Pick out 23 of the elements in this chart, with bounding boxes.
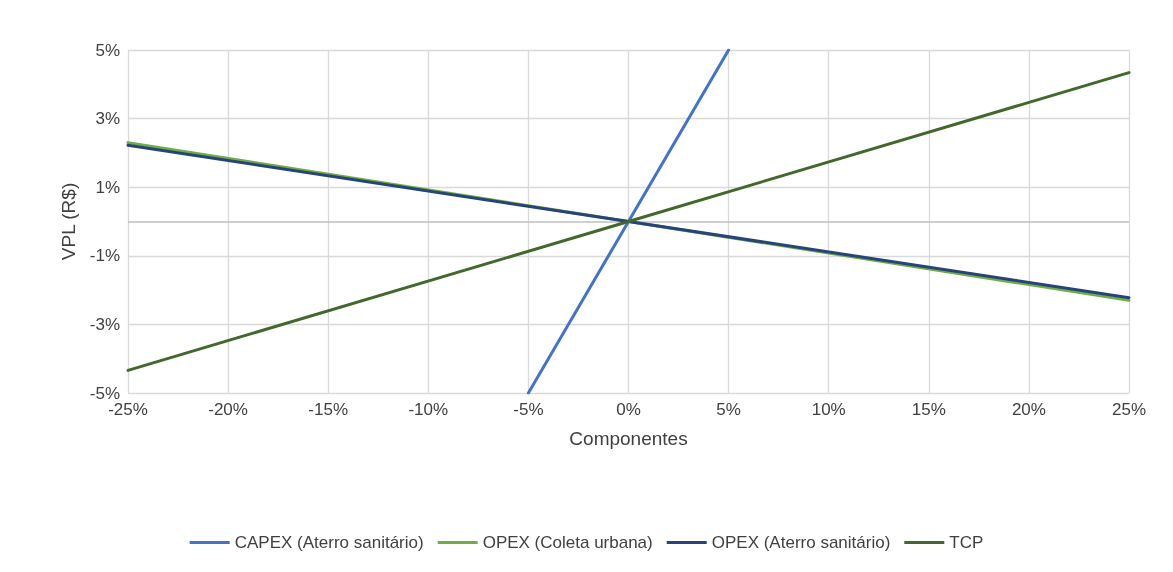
y-tick-label: 1% — [95, 177, 120, 197]
x-tick-label: -20% — [208, 400, 248, 419]
legend-label: OPEX (Aterro sanitário) — [711, 533, 891, 552]
x-axis-title: Componentes — [569, 428, 688, 449]
x-tick-label: 10% — [811, 400, 846, 419]
x-tick-label: 25% — [1111, 400, 1147, 419]
x-tick-label: 5% — [716, 400, 741, 419]
y-tick-label: 3% — [95, 109, 120, 129]
y-axis-title: VPL (R$) — [58, 182, 79, 261]
x-tick-label: -10% — [408, 400, 449, 419]
x-tick-label: 15% — [911, 400, 946, 419]
legend-label: TCP — [949, 533, 984, 552]
x-tick-label: -25% — [108, 400, 148, 419]
x-tick-label: -5% — [513, 400, 544, 419]
y-tick-label: -5% — [89, 383, 120, 403]
legend-label: CAPEX (Aterro sanitário) — [234, 533, 424, 552]
x-tick-label: -15% — [308, 400, 349, 419]
legend-label: OPEX (Coleta urbana) — [482, 533, 653, 552]
y-tick-label: -1% — [89, 246, 120, 266]
y-tick-label: 5% — [95, 40, 120, 60]
y-tick-label: -3% — [89, 314, 120, 334]
x-tick-label: 0% — [616, 400, 641, 419]
x-tick-label: 20% — [1011, 400, 1046, 419]
